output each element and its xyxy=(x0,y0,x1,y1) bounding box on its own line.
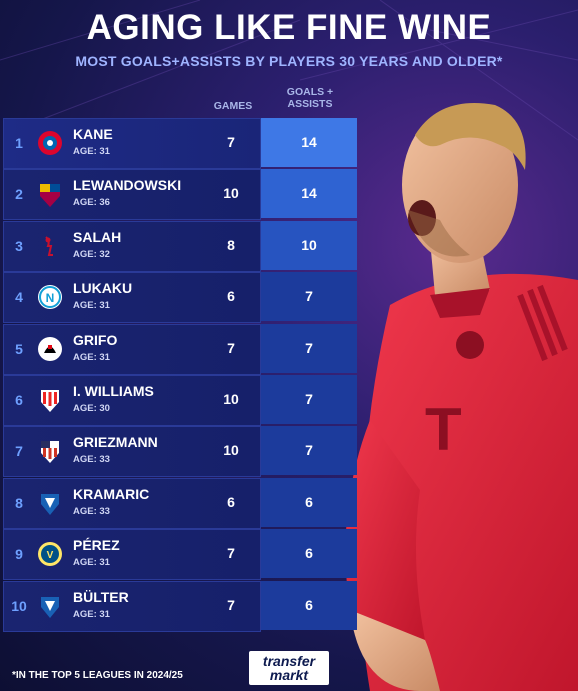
player-name: KANE xyxy=(73,126,113,142)
rank-number: 2 xyxy=(15,186,23,203)
rank-number: 5 xyxy=(15,340,23,357)
page-title: AGING LIKE FINE WINE xyxy=(86,8,492,47)
player-name: PÉREZ xyxy=(73,537,120,554)
transfermarkt-logo: transfer markt xyxy=(249,651,329,685)
row-panel xyxy=(3,220,261,272)
games-value: 8 xyxy=(227,236,235,253)
games-value: 7 xyxy=(227,596,235,613)
goals-assists-value: 7 xyxy=(261,272,357,322)
liverpool-crest-icon xyxy=(45,236,53,256)
bayern-crest-icon xyxy=(38,131,62,155)
games-value: 10 xyxy=(223,442,239,459)
table-row: 5 GRIFO AGE: 31 7 7 xyxy=(3,323,358,375)
rank-number: 1 xyxy=(15,135,23,151)
table-row: 8 KRAMARIC AGE: 33 6 6 xyxy=(3,477,358,529)
goals-assists-value: 7 xyxy=(261,426,357,476)
games-value: 7 xyxy=(227,545,235,562)
ga-column-header: GOALS + ASSISTS xyxy=(286,86,334,110)
player-age: AGE: 31 xyxy=(73,351,110,363)
napoli-crest-icon: N xyxy=(38,285,62,310)
freiburg-crest-icon xyxy=(38,336,62,361)
hoffenheim-crest-icon xyxy=(41,596,59,618)
player-age: AGE: 31 xyxy=(73,557,110,569)
svg-text:N: N xyxy=(46,291,55,305)
rank-number: 3 xyxy=(15,237,23,254)
svg-text:T: T xyxy=(425,396,462,463)
player-name: KRAMARIC xyxy=(73,485,150,502)
goals-assists-value: 14 xyxy=(261,118,357,167)
player-name: LEWANDOWSKI xyxy=(73,177,182,194)
athletic-crest-icon xyxy=(41,390,59,412)
player-name: BÜLTER xyxy=(73,588,129,605)
player-age: AGE: 31 xyxy=(73,146,110,157)
table-row: 9 V PÉREZ AGE: 31 7 6 xyxy=(3,529,358,581)
table-row: 2 LEWANDOWSKI AGE: 36 10 14 xyxy=(3,169,358,221)
hoffenheim-crest-icon xyxy=(41,493,59,515)
table-row: 4 N LUKAKU AGE: 31 6 7 xyxy=(3,272,358,324)
svg-text:V: V xyxy=(47,550,54,561)
player-age: AGE: 36 xyxy=(73,197,110,209)
goals-assists-value: 14 xyxy=(261,169,357,219)
goals-assists-value: 6 xyxy=(261,580,357,630)
player-age: AGE: 33 xyxy=(73,505,110,517)
table-row: 1 KANE AGE: 31 7 14 xyxy=(3,118,358,169)
table-row: 6 I. WILLIAMS AGE: 30 10 7 xyxy=(3,375,358,426)
table-row: 7 GRIEZMANN AGE: 33 10 7 xyxy=(3,426,358,478)
player-age: AGE: 32 xyxy=(73,248,110,260)
rank-number: 4 xyxy=(15,289,23,306)
rank-number: 8 xyxy=(15,494,23,511)
games-column-header: GAMES xyxy=(213,100,253,112)
goals-assists-value: 6 xyxy=(261,477,357,527)
goals-assists-value: 6 xyxy=(261,529,357,579)
goals-assists-value: 7 xyxy=(261,323,357,373)
games-value: 10 xyxy=(223,185,239,202)
player-age: AGE: 31 xyxy=(73,608,110,620)
page-subtitle: MOST GOALS+ASSISTS BY PLAYERS 30 YEARS A… xyxy=(75,53,503,69)
table-row: 3 SALAH AGE: 32 8 10 xyxy=(3,220,358,272)
goals-assists-value: 10 xyxy=(261,220,357,270)
player-photo: T xyxy=(345,103,578,691)
barcelona-crest-icon xyxy=(40,184,60,208)
player-age: AGE: 31 xyxy=(73,300,110,312)
rank-number: 9 xyxy=(15,546,23,563)
games-value: 7 xyxy=(227,134,235,150)
player-name: GRIFO xyxy=(73,331,118,348)
table-row: 10 BÜLTER AGE: 31 7 6 xyxy=(3,580,358,632)
player-name: SALAH xyxy=(73,228,122,245)
player-name: LUKAKU xyxy=(73,280,133,297)
games-value: 7 xyxy=(227,339,235,356)
rank-number: 7 xyxy=(15,443,23,460)
player-age: AGE: 30 xyxy=(73,403,110,414)
footnote: *IN THE TOP 5 LEAGUES IN 2024/25 xyxy=(12,670,183,681)
player-age: AGE: 33 xyxy=(73,454,110,466)
player-name: I. WILLIAMS xyxy=(73,383,154,399)
rank-number: 10 xyxy=(11,597,27,614)
player-name: GRIEZMANN xyxy=(73,434,158,451)
games-value: 10 xyxy=(223,391,239,407)
games-value: 6 xyxy=(227,493,235,510)
goals-assists-value: 7 xyxy=(261,375,357,424)
games-value: 6 xyxy=(227,288,235,305)
villarreal-crest-icon: V xyxy=(38,542,62,567)
atletico-crest-icon xyxy=(41,441,59,464)
rank-number: 6 xyxy=(15,392,23,408)
